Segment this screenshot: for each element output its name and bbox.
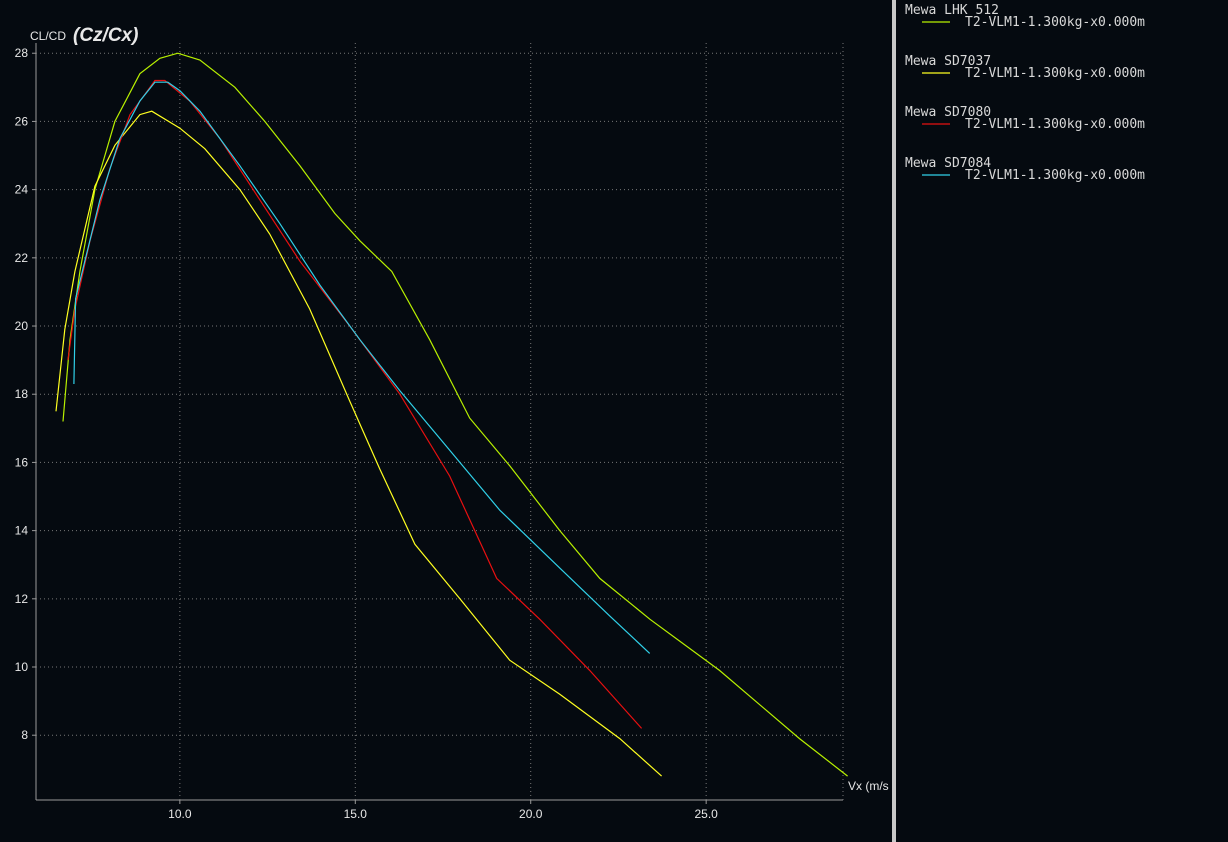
y-tick-label: 22 [15,251,29,265]
legend-name: Mewa LHK 512 [905,3,999,18]
legend-detail: T2-VLM1-1.300kg-x0.000m [965,15,1145,30]
y-tick-label: 14 [15,524,29,538]
legend-name: Mewa SD7084 [905,156,991,171]
series-line [73,81,651,654]
y-tick-label: 24 [15,183,29,197]
y-tick-label: 10 [15,660,29,674]
legend-detail: T2-VLM1-1.300kg-x0.000m [965,117,1145,132]
legend-name: Mewa SD7080 [905,105,991,120]
legend-detail: T2-VLM1-1.300kg-x0.000m [965,66,1145,81]
y-tick-label: 12 [15,592,29,606]
x-tick-label: 15.0 [344,807,368,821]
y-axis-label: CL/CD [30,29,66,43]
y-tick-label: 8 [21,728,28,742]
x-tick-label: 20.0 [519,807,543,821]
legend-detail: T2-VLM1-1.300kg-x0.000m [965,168,1145,183]
y-tick-label: 26 [15,114,29,128]
y-tick-label: 16 [15,455,29,469]
y-axis-label-extra: (Cz/Cx) [73,25,138,46]
divider [892,0,896,842]
y-tick-label: 20 [15,319,29,333]
legend-name: Mewa SD7037 [905,54,991,69]
y-tick-label: 28 [15,46,29,60]
series-line [55,110,663,777]
x-tick-label: 25.0 [694,807,718,821]
y-tick-label: 18 [15,387,29,401]
x-axis-label: Vx (m/s [848,779,889,793]
x-tick-label: 10.0 [168,807,192,821]
series-line [62,52,848,777]
